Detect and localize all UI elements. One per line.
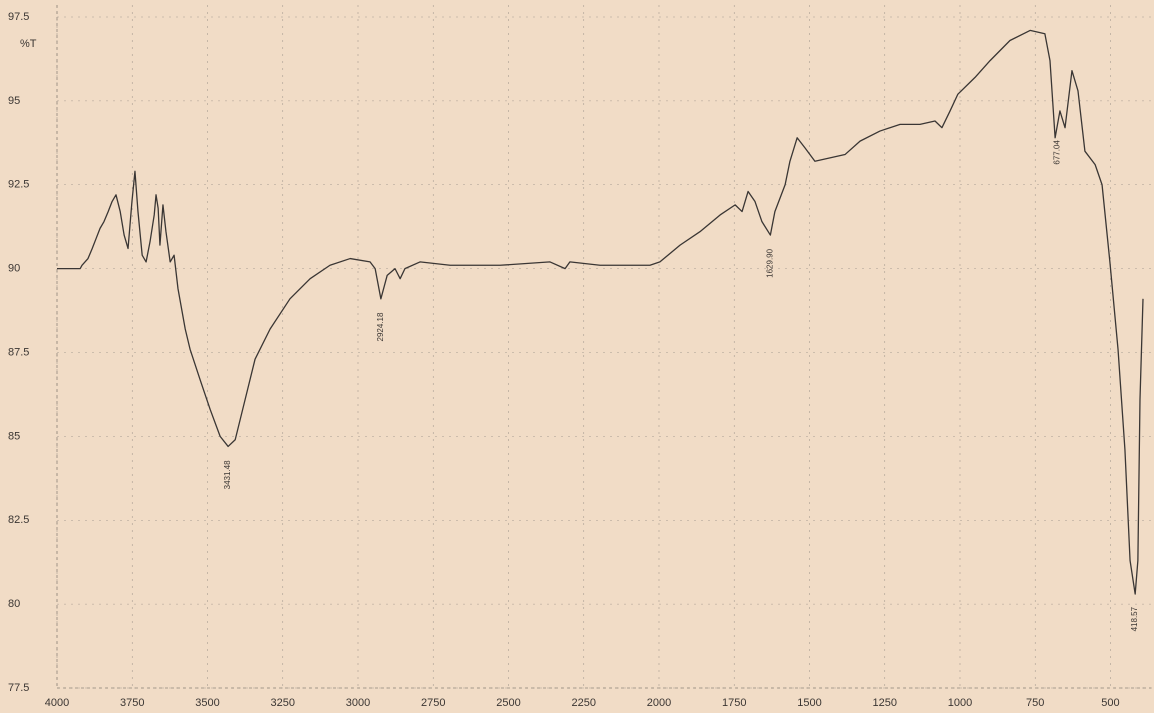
x-tick-label: 3250 (271, 697, 295, 709)
x-tick-label: 750 (1026, 697, 1044, 709)
peak-label: 3431.48 (223, 460, 232, 489)
y-tick-label: 95 (8, 95, 20, 107)
y-tick-label: 87.5 (8, 346, 29, 358)
y-tick-label: 92.5 (8, 179, 29, 191)
y-tick-label: 80 (8, 598, 20, 610)
x-tick-label: 2250 (572, 697, 596, 709)
y-tick-label: 77.5 (8, 682, 29, 694)
y-axis-label: %T (20, 38, 37, 50)
peak-label: 677.04 (1052, 140, 1061, 165)
y-tick-label: 97.5 (8, 11, 29, 23)
spectrum-line (57, 29, 1144, 595)
x-tick-label: 2500 (496, 697, 520, 709)
peak-label: 1629.90 (766, 248, 775, 277)
x-tick-label: 3000 (346, 697, 370, 709)
x-tick-label: 2000 (647, 697, 671, 709)
x-tick-label: 4000 (45, 697, 69, 709)
y-tick-label: 85 (8, 430, 20, 442)
x-tick-label: 1250 (873, 697, 897, 709)
x-tick-label: 500 (1101, 697, 1119, 709)
y-tick-label: 90 (8, 263, 20, 275)
x-tick-label: 2750 (421, 697, 445, 709)
y-tick-label: 82.5 (8, 514, 29, 526)
peak-label: 418.57 (1130, 606, 1139, 631)
x-tick-label: 1000 (948, 697, 972, 709)
peak-label: 2924.18 (376, 312, 385, 341)
x-tick-label: 1500 (797, 697, 821, 709)
x-tick-label: 3750 (120, 697, 144, 709)
x-tick-label: 1750 (722, 697, 746, 709)
x-tick-label: 3500 (195, 697, 219, 709)
